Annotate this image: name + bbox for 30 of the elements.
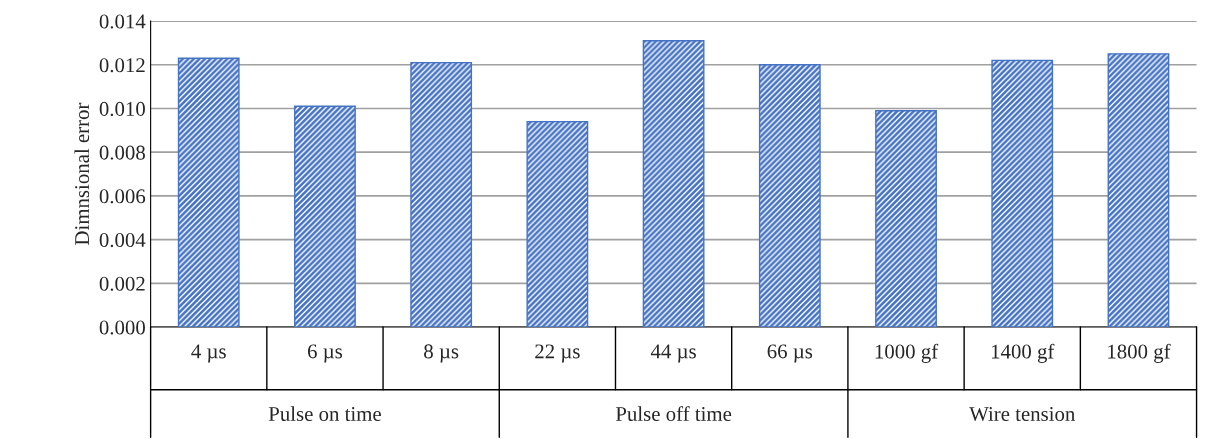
y-axis-title: Dimnsional error <box>74 102 90 245</box>
y-tick-label: 0.010 <box>99 101 145 117</box>
x-tick-label: 6 µs <box>307 344 343 363</box>
x-tick-label: 1800 gf <box>1108 343 1171 363</box>
bar <box>410 61 473 328</box>
bar <box>642 40 705 328</box>
x-tick-label: 44 µs <box>650 344 696 363</box>
bar <box>1107 53 1170 328</box>
x-tick-label: 1400 gf <box>991 343 1055 363</box>
bar <box>875 109 937 328</box>
x-tick-label: 22 µs <box>535 344 580 363</box>
bar <box>526 120 589 328</box>
text: Pulse off time <box>615 406 732 421</box>
y-tick-label: 0.006 <box>99 189 146 204</box>
y-tick-label: 0.002 <box>99 276 145 291</box>
text: Pulse on time <box>268 406 381 421</box>
y-tick-label: 0.008 <box>99 145 145 160</box>
x-tick-label: 66 µs <box>767 344 813 363</box>
text: Wire tension <box>969 407 1076 422</box>
bar <box>177 57 240 328</box>
bar <box>758 64 821 328</box>
x-tick-label: 4 µs <box>191 344 226 363</box>
x-tick-label: 8 µs <box>424 344 459 363</box>
y-tick-label: 0.000 <box>99 320 145 335</box>
y-tick-label: 0.014 <box>99 14 146 29</box>
y-tick-label: 0.012 <box>99 58 145 73</box>
x-tick-label: 1000 gf <box>875 343 939 363</box>
y-tick-label: 0.004 <box>99 233 146 248</box>
bar <box>294 105 356 328</box>
bar <box>991 59 1054 328</box>
